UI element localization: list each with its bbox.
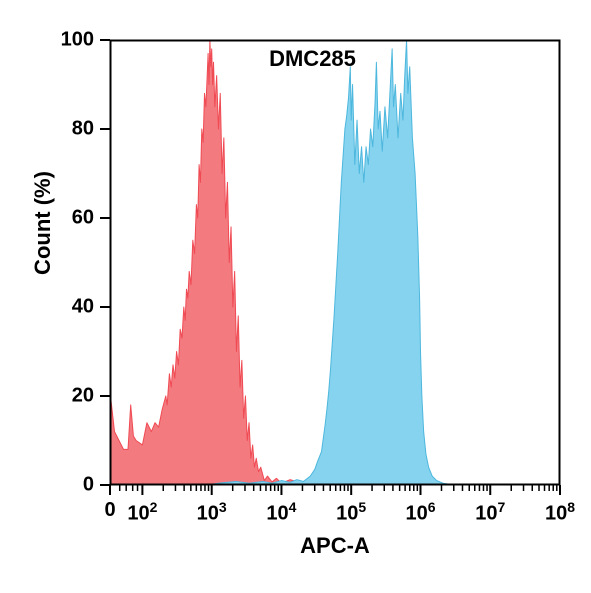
x-tick-label: 105 (336, 499, 366, 526)
x-tick-label: 106 (405, 499, 435, 526)
y-tick-label: 0 (50, 474, 94, 497)
x-tick-label: 103 (197, 499, 227, 526)
plot-area (110, 40, 560, 485)
flow-cytometry-histogram: DMC285 Count (%) APC-A 02040608010001021… (0, 0, 591, 593)
x-tick-label: 0 (104, 499, 115, 522)
y-tick-label: 80 (50, 118, 94, 141)
x-axis-label: APC-A (235, 533, 435, 559)
x-tick-label: 102 (127, 499, 157, 526)
chart-title: DMC285 (213, 46, 413, 72)
x-tick-label: 107 (475, 499, 505, 526)
x-tick-label: 108 (545, 499, 575, 526)
y-tick-label: 60 (50, 207, 94, 230)
y-tick-label: 100 (50, 29, 94, 52)
plot-svg (110, 40, 560, 485)
y-tick-label: 40 (50, 296, 94, 319)
y-tick-label: 20 (50, 385, 94, 408)
x-tick-label: 104 (266, 499, 296, 526)
